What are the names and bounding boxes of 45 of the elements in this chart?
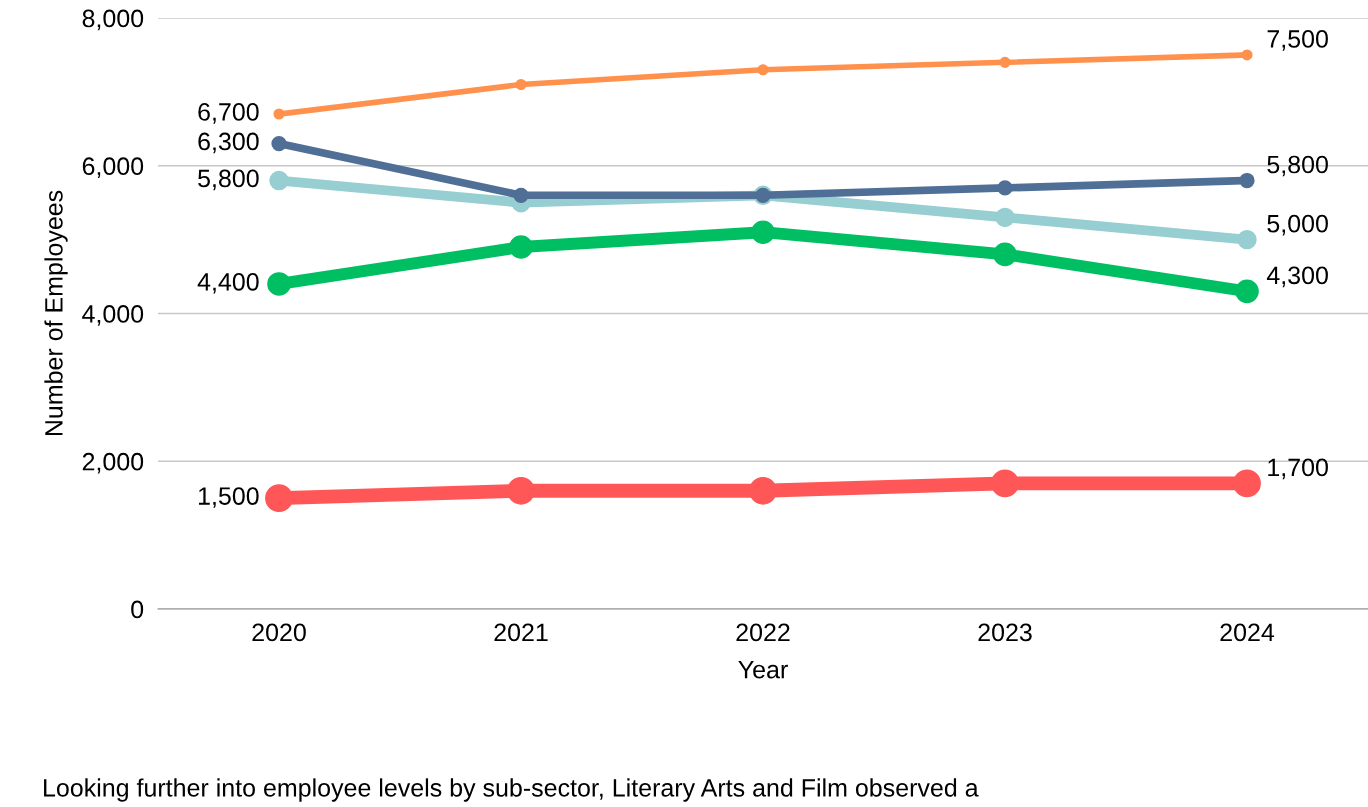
point <box>999 56 1011 68</box>
point <box>269 170 289 191</box>
point <box>509 235 533 259</box>
point <box>995 207 1015 228</box>
y-axis-title: Number of Employees <box>44 190 68 436</box>
x-axis-title: Year <box>738 661 788 679</box>
text: Looking further into employee levels by sub-sector, Literary Arts and Film observed a <box>44 778 979 802</box>
y-tick-label: 0 <box>131 600 144 619</box>
point <box>273 108 285 120</box>
point <box>271 135 287 152</box>
x-tick-label: 2024 <box>1220 623 1275 642</box>
point <box>1235 279 1259 304</box>
y-tick-label: 4,000 <box>82 305 144 326</box>
data-label: 4,300 <box>1266 266 1328 288</box>
point <box>751 220 775 245</box>
point <box>507 476 535 505</box>
point <box>749 476 777 505</box>
data-label: 5,800 <box>1267 155 1328 177</box>
point <box>513 187 529 203</box>
x-tick-label: 2023 <box>978 623 1032 642</box>
point <box>1237 229 1257 250</box>
point <box>1241 49 1253 61</box>
y-tick-label: 6,000 <box>82 157 144 179</box>
data-label: 4,400 <box>197 272 259 294</box>
y-tick-label: 2,000 <box>82 452 144 474</box>
point <box>991 469 1019 498</box>
point <box>515 78 527 91</box>
data-label: 6,700 <box>198 103 259 124</box>
x-tick-label: 2021 <box>494 623 548 642</box>
point <box>993 242 1017 267</box>
point <box>267 272 291 296</box>
data-label: 5,800 <box>198 169 259 191</box>
x-tick-label: 2022 <box>736 623 790 642</box>
data-label: 5,000 <box>1267 214 1328 236</box>
point <box>1239 172 1255 189</box>
point <box>757 64 769 76</box>
data-label: 6,300 <box>198 132 259 154</box>
data-label: 1,700 <box>1268 458 1328 480</box>
data-label: 1,500 <box>198 487 259 508</box>
point <box>1233 469 1261 498</box>
point <box>265 484 293 513</box>
point <box>997 180 1013 196</box>
data-label: 7,500 <box>1267 30 1328 51</box>
y-tick-label: 8,000 <box>82 9 144 31</box>
x-tick-label: 2020 <box>252 623 306 642</box>
